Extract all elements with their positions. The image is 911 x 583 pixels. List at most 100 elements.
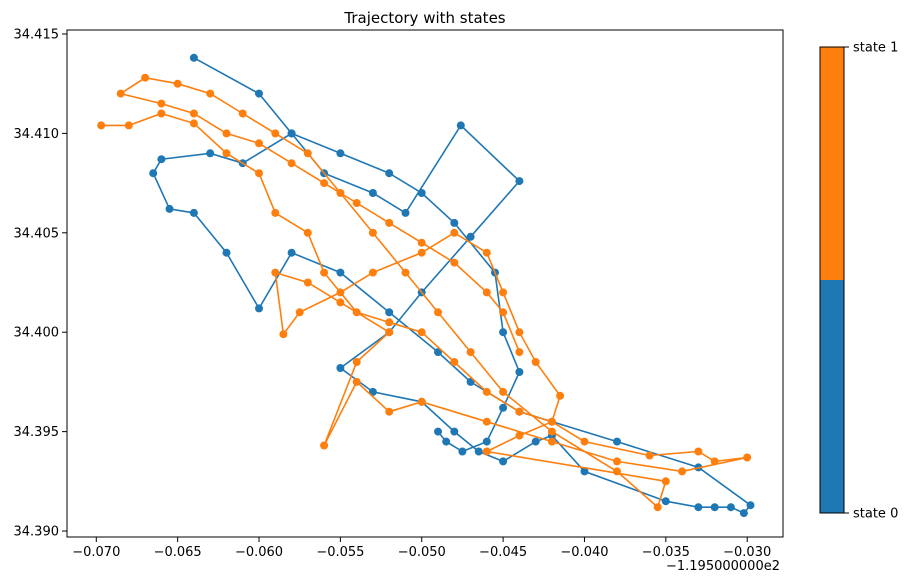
series-0-point-6: [456, 121, 465, 130]
series-0-point-4: [368, 189, 377, 197]
series-1-point-60: [238, 109, 247, 118]
y-tick-label-1: 34.395: [14, 425, 60, 440]
series-0-point-52: [458, 447, 467, 456]
series-1-point-63: [141, 73, 150, 82]
series-1-point-56: [368, 228, 377, 237]
series-1-point-65: [157, 99, 166, 108]
series-1-point-1: [124, 121, 133, 130]
series-1-point-73: [417, 238, 426, 247]
series-1-point-68: [255, 139, 263, 148]
series-1-point-24: [482, 417, 491, 426]
series-0-point-40: [206, 149, 215, 158]
series-0-point-11: [336, 364, 345, 372]
series-1-point-43: [531, 358, 540, 366]
x-tick-label-5: −0.045: [479, 545, 527, 560]
series-0-point-1: [255, 89, 263, 98]
series-0-point-45: [417, 189, 426, 197]
series-0-point-35: [222, 248, 231, 257]
series-0-point-37: [165, 204, 174, 213]
series-1-point-30: [385, 328, 394, 337]
series-1-point-16: [580, 437, 589, 446]
series-0-point-25: [746, 501, 755, 510]
series-0-point-5: [401, 208, 410, 217]
series-1-point-69: [287, 159, 296, 168]
series-1-point-44: [556, 391, 565, 400]
series-1-point-70: [320, 179, 329, 188]
x-tick-label-2: −0.060: [235, 545, 283, 560]
series-1-point-3: [189, 119, 198, 128]
series-1-point-59: [271, 129, 280, 138]
series-1-point-27: [352, 377, 361, 386]
series-1-point-2: [157, 109, 166, 118]
series-1-point-42: [515, 328, 524, 337]
series-1-point-51: [547, 427, 556, 436]
y-tick-label-2: 34.400: [14, 326, 60, 341]
series-0-point-17: [531, 437, 540, 446]
series-1-point-39: [450, 228, 459, 237]
series-1-point-22: [613, 457, 621, 466]
series-1-point-47: [482, 447, 491, 456]
series-0-point-14: [450, 427, 459, 436]
chart-title: Trajectory with states: [343, 9, 505, 27]
series-1-point-61: [206, 89, 215, 98]
series-1-point-58: [303, 149, 312, 158]
series-1-point-46: [515, 431, 524, 440]
series-1-point-48: [661, 477, 670, 486]
series-0-point-36: [189, 208, 198, 217]
x-tick-label-1: −0.065: [154, 545, 202, 560]
series-0-point-50: [499, 403, 508, 412]
series-0-point-34: [255, 304, 263, 313]
series-1-point-14: [515, 407, 524, 416]
series-0: [149, 53, 755, 518]
series-0-point-27: [613, 437, 621, 446]
series-1-point-21: [678, 467, 687, 476]
series-0-point-33: [287, 248, 296, 257]
series-0-point-49: [515, 368, 524, 376]
series-0-line: [152, 57, 752, 515]
series-0-point-43: [336, 149, 345, 158]
x-tick-label-7: −0.035: [642, 545, 690, 560]
series-0-point-54: [434, 427, 442, 436]
series-1-point-6: [271, 208, 280, 217]
series-1-point-7: [303, 228, 312, 237]
series-0-point-8: [466, 232, 475, 241]
x-axis: −0.070 −0.065 −0.060 −0.055 −0.050 −0.045 −0.0…: [72, 537, 771, 560]
series-0-point-31: [385, 308, 394, 317]
series-1-point-40: [482, 248, 491, 257]
series-0-point-24: [739, 509, 748, 518]
series-1-point-25: [417, 397, 426, 406]
colorbar-segment-1: [820, 47, 844, 280]
series-1-point-9: [352, 308, 361, 317]
y-tick-label-3: 34.405: [14, 226, 60, 241]
series-1-point-52: [499, 387, 508, 396]
series-layer: [97, 53, 755, 518]
colorbar-segment-0: [820, 280, 844, 513]
series-1-point-26: [385, 407, 394, 416]
series-1-point-62: [173, 79, 182, 88]
series-0-point-44: [385, 169, 394, 178]
series-1-point-37: [368, 268, 377, 277]
series-0-point-22: [710, 503, 719, 512]
series-1-point-23: [547, 437, 556, 446]
series-1-point-67: [222, 129, 231, 138]
x-tick-label-3: −0.055: [316, 545, 364, 560]
y-tick-label-4: 34.410: [14, 127, 60, 142]
series-1-point-55: [401, 268, 410, 277]
series-1-point-71: [352, 199, 361, 207]
series-1-point-11: [417, 328, 426, 337]
series-1-point-35: [295, 308, 304, 317]
series-1-point-74: [450, 258, 459, 267]
series-0-point-46: [450, 218, 459, 227]
series-1-point-8: [320, 268, 329, 277]
series-1-point-31: [336, 298, 345, 307]
series-1-point-76: [499, 308, 508, 317]
series-1-point-13: [482, 387, 491, 396]
series-0-point-32: [336, 268, 345, 277]
series-0-point-39: [157, 155, 166, 164]
series-1-point-10: [385, 318, 394, 327]
series-1-point-5: [255, 169, 263, 178]
series-1-point-0: [97, 121, 106, 130]
series-1-point-34: [279, 330, 288, 339]
series-0-point-23: [726, 503, 735, 512]
series-1-point-72: [385, 218, 394, 227]
